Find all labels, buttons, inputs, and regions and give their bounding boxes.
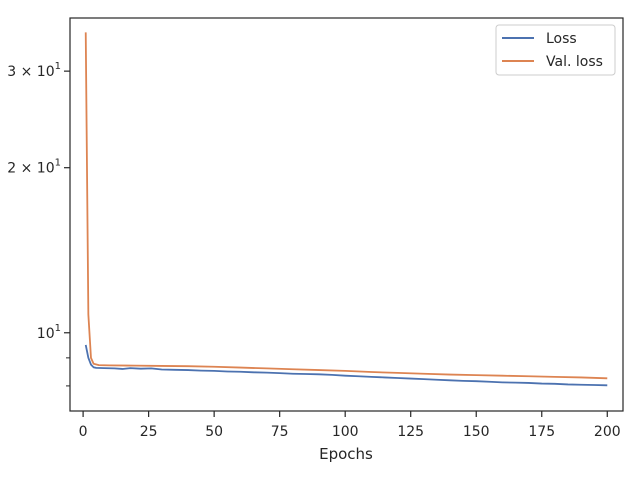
x-tick-label: 25 bbox=[140, 424, 158, 440]
x-tick-label: 175 bbox=[528, 424, 555, 440]
x-tick-label: 150 bbox=[463, 424, 490, 440]
y-tick-label: 3 × 101 bbox=[7, 61, 61, 80]
x-tick-label: 75 bbox=[271, 424, 289, 440]
x-tick-label: 200 bbox=[594, 424, 621, 440]
series-lines bbox=[84, 32, 608, 387]
x-tick-label: 0 bbox=[79, 424, 88, 440]
plot-area bbox=[69, 17, 624, 412]
legend: Loss Val. loss bbox=[495, 24, 616, 76]
x-tick-label: 50 bbox=[205, 424, 223, 440]
legend-label-loss: Loss bbox=[546, 31, 577, 47]
x-axis-ticks: 0 25 50 75 100 125 150 175 200 bbox=[79, 411, 621, 440]
legend-label-val-loss: Val. loss bbox=[546, 54, 603, 70]
series-line-loss bbox=[84, 344, 608, 387]
y-tick-label: 2 × 101 bbox=[7, 158, 61, 177]
x-axis-label: Epochs bbox=[319, 445, 373, 463]
y-tick-label: 101 bbox=[37, 323, 61, 342]
x-tick-label: 125 bbox=[397, 424, 424, 440]
series-line-val-loss bbox=[84, 32, 608, 380]
y-axis-ticks: 101 2 × 101 3 × 101 bbox=[7, 61, 70, 387]
x-tick-label: 100 bbox=[332, 424, 359, 440]
